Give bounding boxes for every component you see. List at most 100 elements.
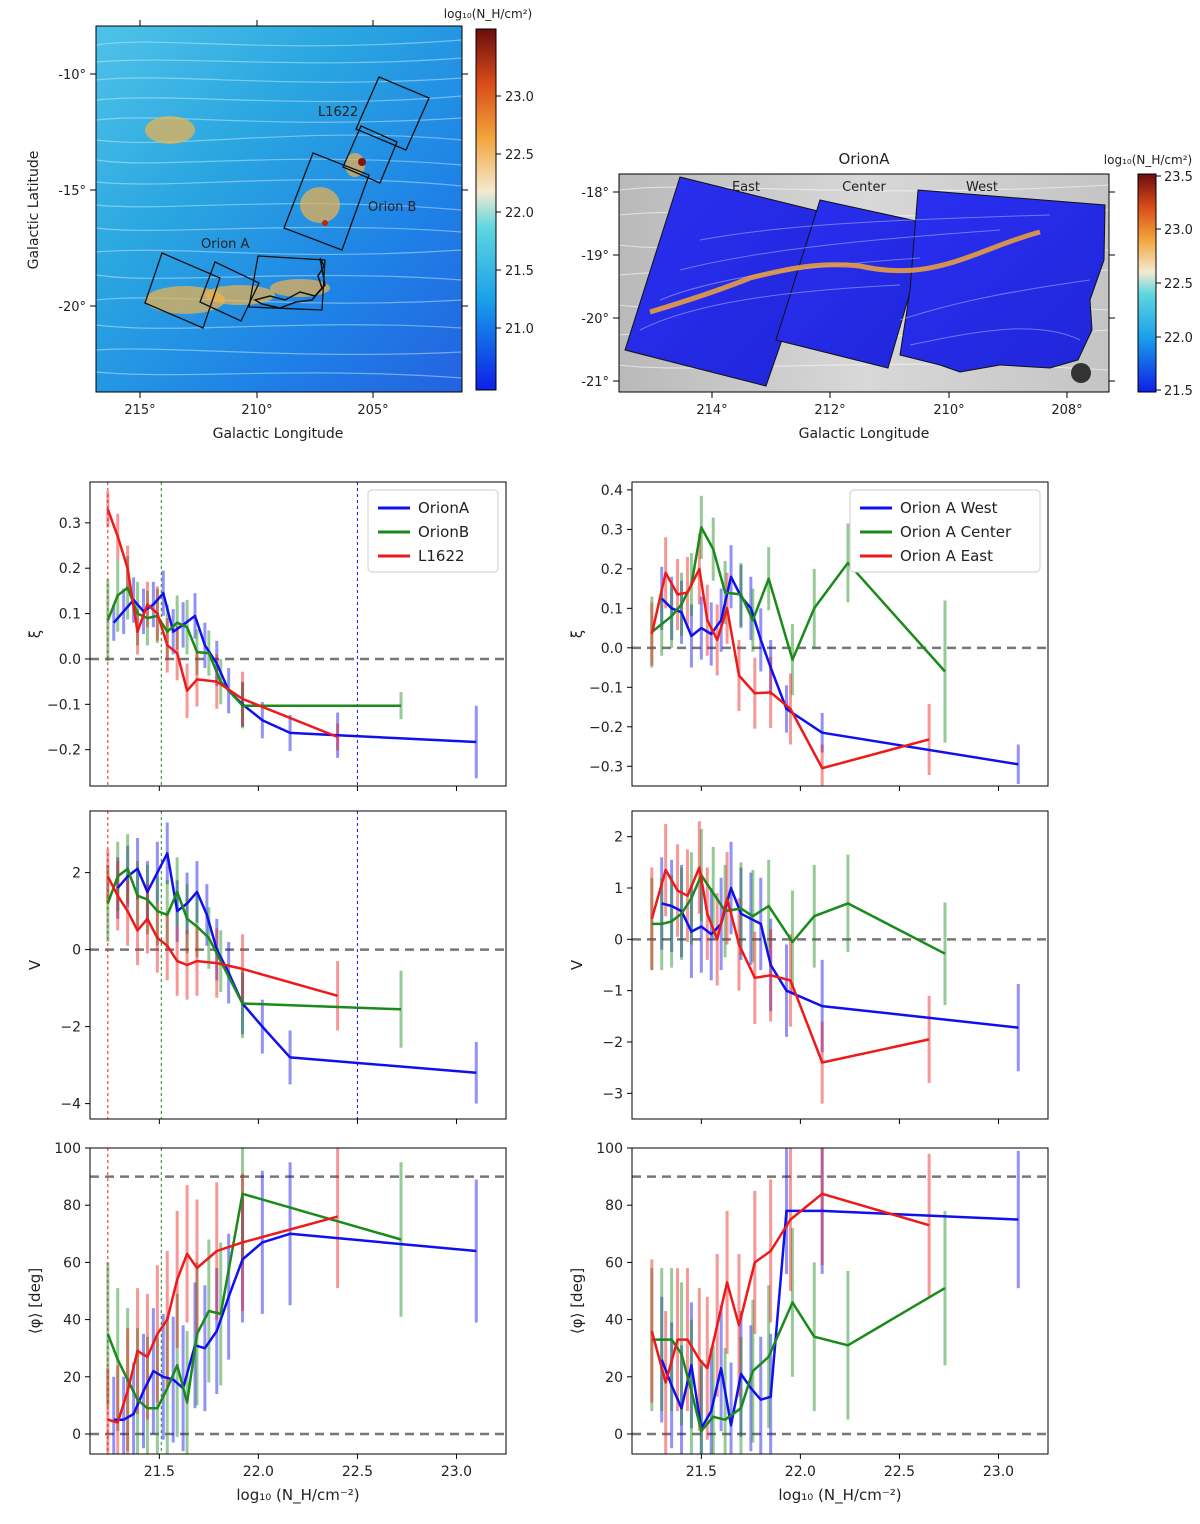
map-left: L1622 Orion B Orion A 215° 210° 205° -10… (26, 7, 534, 442)
series-line-orion-a-center (651, 526, 946, 673)
legend-entry: OrionB (418, 523, 469, 541)
y-tick-label: 0.2 (601, 562, 623, 578)
y-tick-label: 0.3 (59, 516, 81, 532)
orion-a-filament (649, 229, 1041, 315)
map-left-xlabel: Galactic Longitude (213, 426, 344, 442)
series-line-l1622 (107, 1215, 338, 1424)
series-line-l1622 (106, 875, 338, 998)
panel-frame (631, 1147, 1049, 1455)
map-left-peak (358, 158, 366, 166)
map-left-xtick: 210° (241, 403, 272, 418)
map-left-colorbar-label: log₁₀(N_H/cm²) (444, 7, 532, 21)
y-tick-label: 20 (63, 1370, 81, 1386)
series-line-oriona (113, 1232, 477, 1421)
y-axis-label: ξ (568, 630, 586, 638)
legend-entry: Orion A East (900, 547, 993, 565)
map-right-axes (613, 191, 1115, 398)
y-tick-label: −4 (60, 1097, 81, 1113)
y-tick-label: −0.2 (589, 720, 623, 736)
legend-entry: Orion A Center (900, 523, 1012, 541)
series-line-orion-a-east (650, 866, 930, 1064)
y-tick-label: 80 (63, 1198, 81, 1214)
y-tick-label: 0.0 (601, 641, 623, 657)
panel-left-v: −4 −2 0 2 V (26, 810, 507, 1124)
map-right: OrionA East Center West 214° 212° 210° 2… (581, 150, 1193, 442)
y-tick-label: 80 (605, 1198, 623, 1214)
y-tick-label: 0.3 (601, 522, 623, 538)
legend-entry: L1622 (418, 547, 465, 565)
series-line-orion-a-center (651, 873, 946, 955)
y-tick-label: 100 (596, 1141, 623, 1157)
y-tick-label: −0.1 (47, 697, 81, 713)
map-right-cb-tick: 23.5 (1164, 170, 1193, 185)
map-right-cb-tick: 22.5 (1164, 277, 1193, 292)
map-right-colorbar-label: log₁₀(N_H/cm²) (1104, 153, 1192, 167)
panel-right-xi: −0.3 −0.2 −0.1 0.0 0.1 0.2 0.3 0.4 ξ Orion A West… (568, 481, 1049, 791)
plot-area (632, 821, 1048, 1104)
panel-left-xi: −0.2 −0.1 0.0 0.1 0.2 0.3 ξ OrionA OrionB L1622 (26, 481, 507, 791)
map-left-cb-tick: 23.0 (505, 90, 534, 105)
map-right-title: OrionA (838, 150, 890, 168)
panel-frame (631, 481, 1049, 787)
map-left-cb-tick: 22.0 (505, 206, 534, 221)
map-right-cb-tick: 21.5 (1164, 384, 1193, 399)
plot-area (90, 811, 506, 1119)
map-left-xtick: 205° (357, 403, 388, 418)
legend-box (367, 489, 499, 573)
map-right-xtick: 212° (814, 403, 845, 418)
map-left-peak-b (322, 220, 328, 226)
series-line-orion-a-east (650, 567, 930, 770)
y-axis-label: ξ (26, 630, 44, 638)
plot-area (90, 482, 506, 786)
map-left-axes (90, 20, 468, 398)
x-tick-label: 22.5 (342, 1464, 373, 1480)
map-right-colorbar (1137, 173, 1157, 393)
x-tick-label: 22.0 (243, 1464, 274, 1480)
panel-frame (89, 1147, 507, 1455)
plot-area (632, 495, 1048, 786)
x-axis-label: log₁₀ (N_H/cm⁻²) (778, 1486, 901, 1505)
panel-frame (89, 481, 507, 787)
map-right-xtick: 210° (933, 403, 964, 418)
series-line-orionb (106, 867, 402, 1011)
map-left-streamlines (95, 39, 463, 379)
x-tick-label: 21.5 (686, 1464, 717, 1480)
map-right-ytick: -19° (581, 249, 609, 264)
plot-area (90, 1148, 506, 1454)
y-tick-label: 0 (72, 943, 81, 959)
y-tick-label: 0 (614, 1427, 623, 1443)
y-tick-label: 0.2 (59, 561, 81, 577)
panel-frame (89, 810, 507, 1120)
y-axis-label: ⟨φ⟩ [deg] (26, 1268, 44, 1334)
map-right-ytick: -21° (581, 375, 609, 390)
label-orion-b: Orion B (368, 200, 416, 215)
series-line-orion-a-west (660, 1209, 1019, 1430)
x-tick-label: 23.0 (983, 1464, 1014, 1480)
beam-size (1071, 363, 1091, 383)
series-line-l1622 (106, 508, 339, 739)
map-right-ytick: -18° (581, 186, 609, 201)
y-tick-label: −0.3 (589, 759, 623, 775)
label-orion-a: Orion A (201, 237, 250, 252)
y-tick-label: 0 (614, 932, 623, 948)
series-line-oriona (112, 591, 477, 744)
map-left-dense-regions (145, 116, 365, 314)
map-left-ytick: -15° (58, 184, 86, 199)
map-left-colorbar (475, 28, 497, 391)
y-tick-label: −2 (602, 1035, 623, 1051)
map-left-xtick: 215° (124, 403, 155, 418)
y-tick-label: 0.0 (59, 652, 81, 668)
panel-frame (631, 810, 1049, 1120)
map-right-xtick: 208° (1051, 403, 1082, 418)
map-left-cb-tick: 22.5 (505, 148, 534, 163)
series-line-orion-a-west (660, 575, 1019, 766)
map-left-ylabel: Galactic Latitude (26, 151, 42, 270)
legend-entry: Orion A West (900, 499, 998, 517)
y-tick-label: 0.1 (59, 607, 81, 623)
y-tick-label: 60 (605, 1255, 623, 1271)
x-axis-label: log₁₀ (N_H/cm⁻²) (236, 1486, 359, 1505)
y-tick-label: 0 (72, 1427, 81, 1443)
region-label-center: Center (842, 180, 886, 195)
y-tick-label: 100 (54, 1141, 81, 1157)
